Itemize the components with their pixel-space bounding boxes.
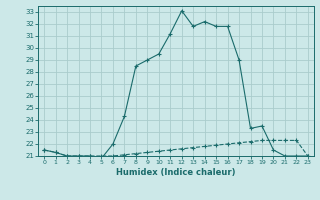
X-axis label: Humidex (Indice chaleur): Humidex (Indice chaleur): [116, 168, 236, 177]
